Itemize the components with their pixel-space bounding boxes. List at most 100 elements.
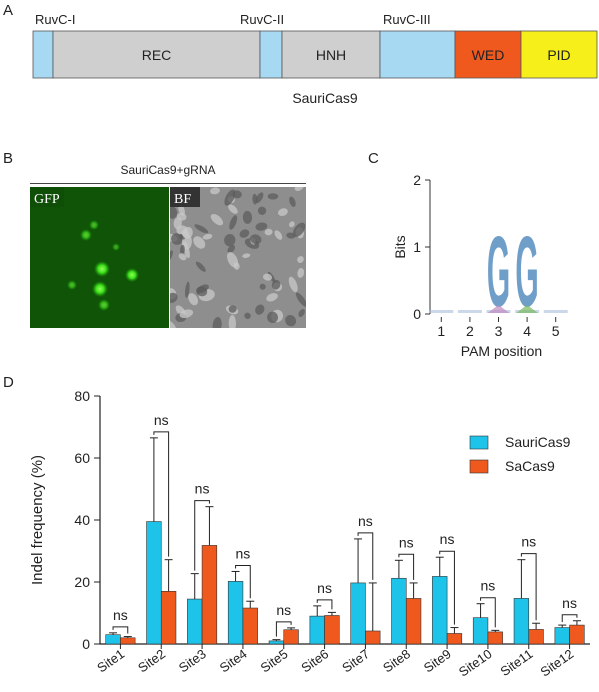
bar-sauricas9-site9 (432, 576, 448, 645)
gfp-image: GFP (30, 187, 169, 328)
logo-background-letters (457, 310, 482, 313)
gfp-label: GFP (34, 192, 60, 207)
significance-bracket (439, 550, 455, 625)
significance-label: ns (562, 595, 577, 611)
bf-cell-shape (242, 253, 251, 258)
panel-label-d: D (3, 374, 14, 391)
bar-sacas9-site5 (283, 629, 299, 645)
bar-sacas9-site6 (324, 615, 340, 645)
bf-cell-shape (193, 236, 206, 249)
y-tick-label: 20 (74, 574, 90, 590)
bf-cell-shape (229, 215, 238, 230)
bf-cells (170, 187, 306, 328)
domain-segments: REC HNH WED PID (32, 30, 598, 79)
bf-cell-shape (262, 273, 273, 281)
bar-sacas9-site9 (446, 633, 463, 645)
bf-cell-shape (288, 276, 298, 293)
bar-sacas9-site1 (120, 637, 136, 645)
bf-cell-shape (266, 293, 278, 302)
x-tick-label: Site12 (537, 646, 576, 679)
bf-cell-shape (195, 261, 206, 272)
bf-cell-shape (228, 204, 238, 214)
bar-sacas9-site4 (242, 607, 258, 645)
bf-cell-shape (292, 222, 306, 238)
logo-y-tick-label: 2 (413, 172, 421, 188)
x-tick-label: Site9 (421, 646, 454, 675)
bf-cell-shape (289, 196, 296, 207)
logo-y-tick-label: 0 (413, 306, 421, 322)
significance-label: ns (195, 481, 210, 497)
bf-cell-shape (285, 315, 297, 327)
significance-label: ns (521, 534, 536, 550)
bf-cell-shape (210, 187, 220, 195)
bf-cell-shape (255, 304, 265, 315)
bf-cell-shape (184, 281, 190, 298)
domain-segment-1 (52, 30, 261, 79)
logo-letter-4: G (515, 215, 538, 327)
title-rule (30, 183, 306, 184)
domain-segment-0 (32, 30, 54, 79)
bar-sacas9-site11 (528, 629, 544, 645)
bf-cell-shape (224, 189, 236, 206)
bf-cell-shape (239, 229, 250, 238)
bf-cell-shape (298, 308, 305, 317)
logo-x-tick-label: 3 (495, 323, 503, 339)
bar-sacas9-site2 (160, 591, 177, 645)
bf-cell-shape (180, 244, 185, 256)
bf-cell-shape (224, 233, 236, 247)
bf-cell-shape (228, 305, 237, 313)
legend-swatch-sauricas9 (469, 435, 489, 450)
y-axis-label: Indel frequency (%) (29, 455, 46, 585)
domain-segment-3 (281, 30, 381, 79)
bf-cell-shape (257, 206, 267, 215)
bf-cell-shape (178, 204, 185, 216)
bf-cell-shape (170, 292, 178, 304)
bf-cell-shape (255, 192, 264, 204)
bar-sacas9-site8 (405, 598, 422, 645)
logo-minor-letter (516, 305, 539, 313)
logo-background-letters (429, 310, 454, 313)
bf-cell-shape (170, 206, 178, 219)
bf-image: BF (170, 187, 306, 328)
bf-cell-shape (259, 283, 266, 290)
logo-x-label: PAM position (461, 343, 542, 359)
x-tick-label: Site10 (456, 646, 495, 679)
bar-sauricas9-site7 (350, 582, 366, 645)
significance-bracket (112, 626, 129, 634)
logo-x-tick-label: 2 (466, 323, 474, 339)
bar-sauricas9-site8 (391, 577, 407, 645)
bar-sauricas9-site2 (146, 521, 162, 645)
bf-cell-shape (289, 221, 295, 228)
y-tick-label: 40 (74, 512, 90, 528)
bar-sauricas9-site3 (187, 598, 203, 645)
bf-cell-shape (226, 252, 239, 268)
legend-label-sacas9: SaCas9 (505, 458, 555, 474)
domain-segment-5 (454, 30, 522, 79)
indel-bar-chart: 0 20 40 60 80 Indel frequency (%) ns Site1 ns Sit… (29, 388, 590, 680)
domain-label-hnh: HNH (316, 47, 346, 63)
bf-cell-shape (297, 267, 305, 278)
significance-label: ns (399, 534, 414, 550)
significance-bracket (275, 621, 292, 637)
ruvc-1-label: RuvC-I (35, 12, 75, 27)
significance-bracket (235, 564, 251, 599)
bf-cell-shape (255, 222, 268, 231)
significance-bracket (480, 597, 496, 628)
bf-cell-shape (173, 217, 182, 230)
y-tick-label: 80 (74, 388, 90, 404)
logo-x-tick-label: 1 (437, 323, 445, 339)
panel-label-a: A (3, 2, 14, 19)
protein-name: SauriCas9 (292, 90, 358, 106)
logo-minor-letter (487, 305, 510, 313)
logo-letter-3: G (487, 215, 510, 327)
significance-label: ns (317, 580, 332, 596)
bar-sauricas9-site4 (227, 581, 244, 645)
bf-cell-shape (295, 292, 306, 307)
domain-label-wed: WED (472, 47, 505, 63)
bar-sacas9-site7 (365, 630, 381, 645)
bar-sacas9-site12 (569, 624, 585, 645)
bf-cell-shape (170, 250, 173, 262)
x-tick-label: Site7 (339, 646, 372, 675)
significance-label: ns (276, 602, 291, 618)
significance-bracket (561, 614, 578, 623)
